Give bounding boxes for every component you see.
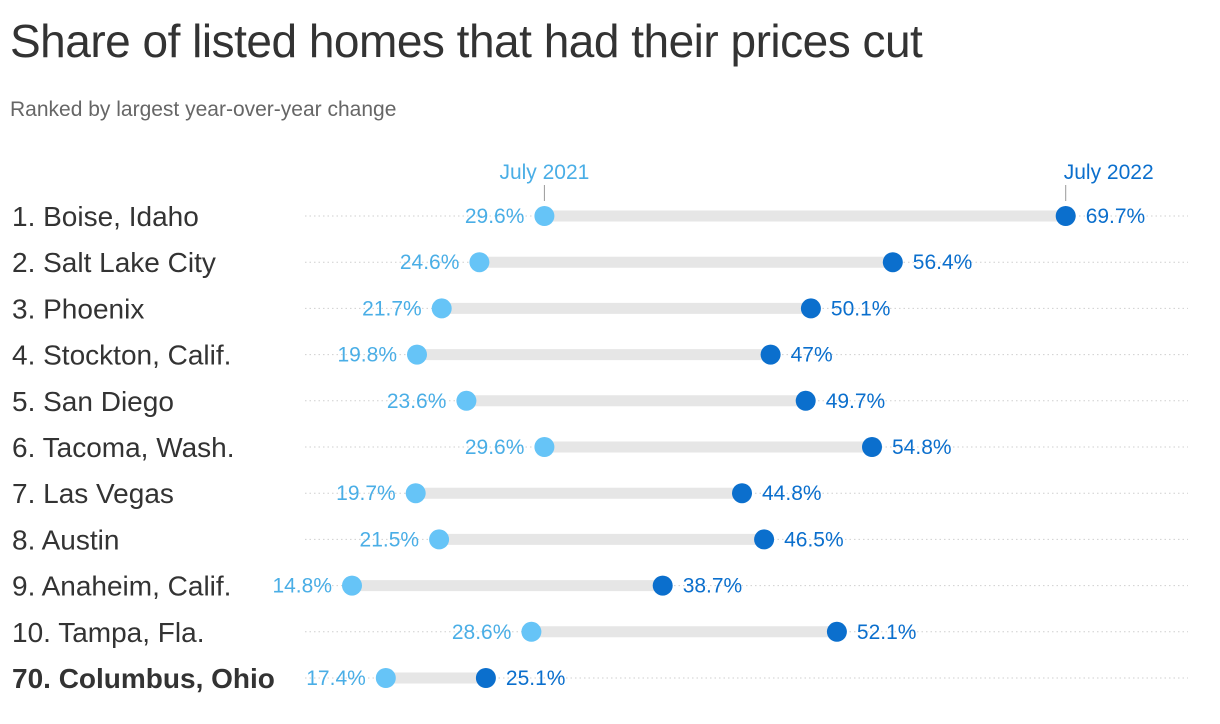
chart-title: Share of listed homes that had their pri…: [10, 15, 923, 67]
july-2022-point: [862, 437, 882, 457]
july-2021-value-label: 19.8%: [337, 344, 397, 367]
july-2022-value-label: 69.7%: [1086, 205, 1146, 228]
july-2021-point: [375, 668, 396, 688]
chart-row: 9. Anaheim, Calif. 14.8% 38.7%: [12, 571, 1188, 602]
july-2021-point: [407, 344, 427, 365]
july-2022-value-label: 47%: [791, 344, 833, 367]
july-2021-point: [534, 437, 555, 457]
july-2022-value-label: 49.7%: [826, 390, 886, 413]
july-2022-point: [760, 344, 781, 365]
chart-row: 7. Las Vegas 19.7% 44.8%: [12, 478, 1188, 509]
chart-row: 6. Tacoma, Wash. 29.6% 54.8%: [12, 432, 1188, 463]
chart-row: 4. Stockton, Calif. 19.8% 47%: [12, 340, 1188, 371]
row-label: 5. San Diego: [12, 386, 174, 417]
row-label: 9. Anaheim, Calif.: [12, 571, 231, 602]
chart-row: 2. Salt Lake City 24.6% 56.4%: [12, 247, 1188, 278]
july-2022-point: [732, 483, 752, 504]
july-2022-point: [826, 621, 847, 642]
july-2021-point: [429, 529, 450, 550]
july-2021-point: [456, 390, 477, 411]
legend-july-2021: July 2021: [499, 161, 589, 184]
july-2022-point: [475, 668, 496, 688]
july-2021-point: [469, 252, 490, 273]
row-label: 2. Salt Lake City: [12, 247, 216, 278]
row-label: 7. Las Vegas: [12, 478, 174, 509]
july-2022-value-label: 56.4%: [913, 251, 973, 274]
july-2021-value-label: 29.6%: [465, 205, 525, 228]
july-2022-point: [795, 390, 816, 411]
row-label: 3. Phoenix: [12, 293, 144, 324]
chart-row: 70. Columbus, Ohio 17.4% 25.1%: [12, 663, 1188, 694]
row-label: 6. Tacoma, Wash.: [12, 432, 235, 463]
july-2021-point: [431, 298, 452, 319]
chart-rows: 1. Boise, Idaho 29.6% 69.7% 2. Salt Lake Ci…: [12, 201, 1188, 694]
july-2022-value-label: 46.5%: [784, 528, 844, 551]
july-2021-point: [342, 575, 362, 596]
july-2021-value-label: 28.6%: [452, 621, 512, 644]
row-label: 8. Austin: [12, 524, 119, 555]
july-2021-value-label: 21.5%: [360, 528, 420, 551]
july-2021-point: [405, 483, 426, 504]
chart-row: 5. San Diego 23.6% 49.7%: [12, 386, 1188, 417]
july-2022-value-label: 52.1%: [857, 621, 917, 644]
july-2022-value-label: 38.7%: [683, 575, 743, 598]
july-2021-point: [534, 206, 555, 226]
july-2022-value-label: 50.1%: [831, 297, 891, 320]
july-2021-value-label: 19.7%: [336, 482, 396, 505]
july-2022-value-label: 25.1%: [506, 667, 566, 690]
chart-row: 10. Tampa, Fla. 28.6% 52.1%: [12, 617, 1188, 648]
july-2021-value-label: 21.7%: [362, 297, 422, 320]
chart-row: 8. Austin 21.5% 46.5%: [12, 524, 1188, 555]
series-header: July 2021 July 2022: [499, 161, 1154, 201]
july-2022-point: [1055, 206, 1076, 226]
july-2022-point: [652, 575, 673, 596]
july-2021-point: [521, 621, 542, 642]
row-label: 10. Tampa, Fla.: [12, 617, 204, 648]
july-2021-value-label: 14.8%: [272, 575, 332, 598]
july-2022-value-label: 44.8%: [762, 482, 822, 505]
chart-row: 3. Phoenix 21.7% 50.1%: [12, 293, 1188, 324]
july-2022-point: [800, 298, 821, 319]
chart-subtitle: Ranked by largest year-over-year change: [10, 98, 397, 121]
chart-row: 1. Boise, Idaho 29.6% 69.7%: [12, 201, 1188, 232]
july-2021-value-label: 17.4%: [306, 667, 366, 690]
july-2021-value-label: 23.6%: [387, 390, 447, 413]
july-2022-point: [882, 252, 903, 273]
legend-july-2022: July 2022: [1064, 161, 1154, 184]
row-label: 1. Boise, Idaho: [12, 201, 199, 232]
july-2022-point: [754, 529, 775, 550]
july-2021-value-label: 24.6%: [400, 251, 460, 274]
row-label: 70. Columbus, Ohio: [12, 663, 275, 694]
row-label: 4. Stockton, Calif.: [12, 340, 231, 371]
july-2021-value-label: 29.6%: [465, 436, 525, 459]
july-2022-value-label: 54.8%: [892, 436, 952, 459]
